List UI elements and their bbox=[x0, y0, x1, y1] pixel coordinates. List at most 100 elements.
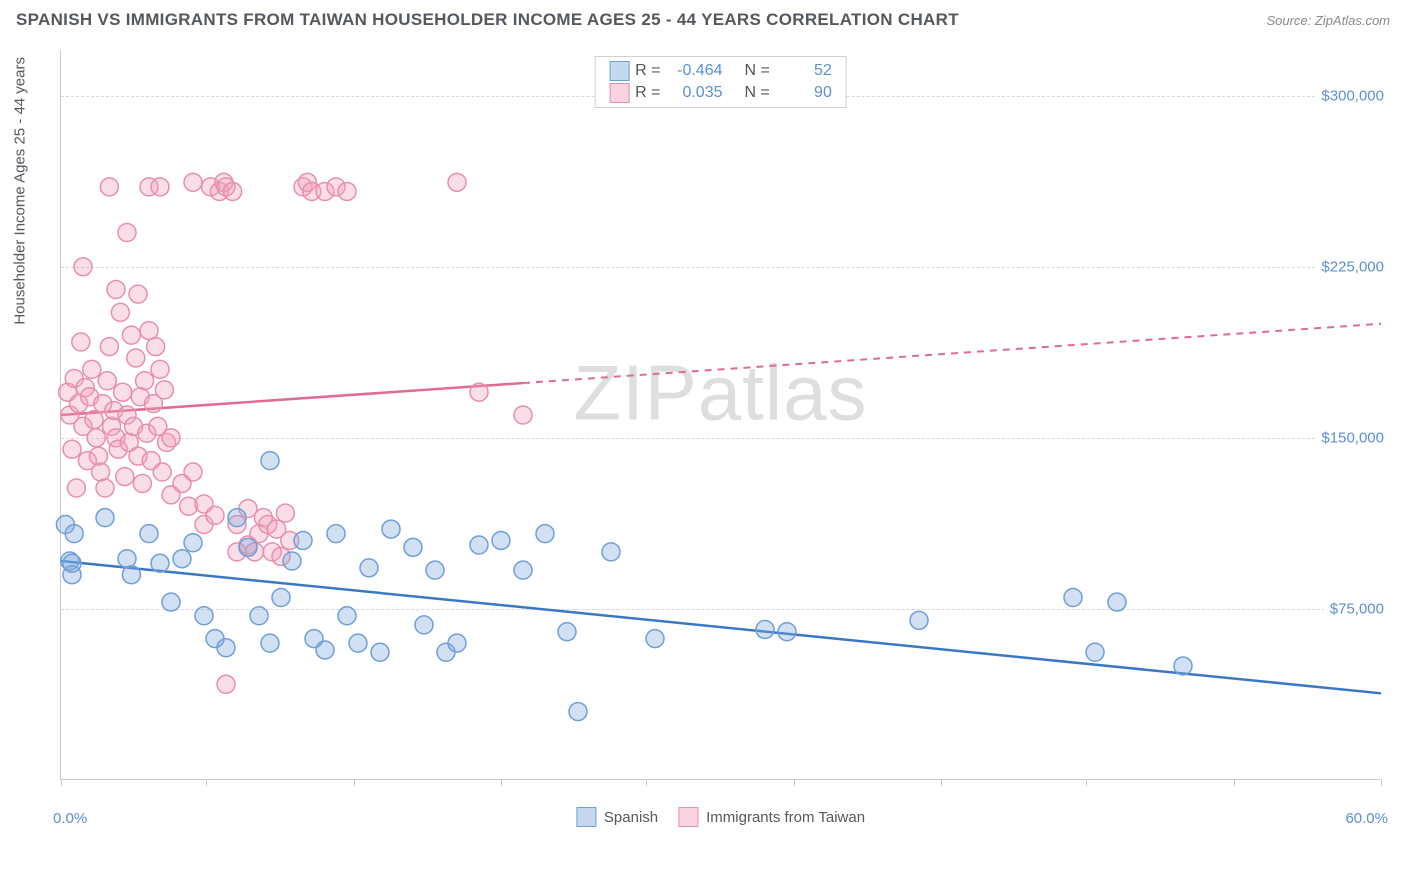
data-point bbox=[1174, 657, 1192, 675]
data-point bbox=[63, 440, 81, 458]
data-point bbox=[74, 258, 92, 276]
data-point bbox=[338, 607, 356, 625]
data-point bbox=[426, 561, 444, 579]
data-point bbox=[100, 178, 118, 196]
x-tick bbox=[1381, 779, 1382, 786]
chart-container: Householder Income Ages 25 - 44 years ZI… bbox=[48, 50, 1388, 850]
data-point bbox=[250, 607, 268, 625]
data-point bbox=[151, 554, 169, 572]
data-point bbox=[514, 561, 532, 579]
data-point bbox=[206, 506, 224, 524]
data-point bbox=[261, 634, 279, 652]
data-point bbox=[360, 559, 378, 577]
x-tick bbox=[941, 779, 942, 786]
y-axis-label: Householder Income Ages 25 - 44 years bbox=[12, 57, 29, 325]
n-label: N = bbox=[745, 62, 770, 80]
data-point bbox=[756, 620, 774, 638]
data-point bbox=[162, 429, 180, 447]
data-point bbox=[492, 531, 510, 549]
r-value-taiwan: 0.035 bbox=[667, 84, 723, 102]
data-point bbox=[100, 338, 118, 356]
n-value-spanish: 52 bbox=[776, 62, 832, 80]
n-label: N = bbox=[745, 84, 770, 102]
legend-stats-row-taiwan: R = 0.035 N = 90 bbox=[609, 82, 832, 104]
data-point bbox=[349, 634, 367, 652]
r-label: R = bbox=[635, 62, 660, 80]
data-point bbox=[116, 468, 134, 486]
r-value-spanish: -0.464 bbox=[667, 62, 723, 80]
data-point bbox=[514, 406, 532, 424]
legend-bottom: Spanish Immigrants from Taiwan bbox=[576, 807, 865, 827]
data-point bbox=[371, 643, 389, 661]
data-point bbox=[228, 509, 246, 527]
x-tick bbox=[206, 779, 207, 786]
data-point bbox=[173, 550, 191, 568]
data-point bbox=[184, 463, 202, 481]
data-point bbox=[448, 634, 466, 652]
data-point bbox=[272, 589, 290, 607]
data-point bbox=[67, 479, 85, 497]
legend-swatch-spanish-icon bbox=[576, 807, 596, 827]
data-point bbox=[162, 593, 180, 611]
data-point bbox=[136, 372, 154, 390]
data-point bbox=[92, 463, 110, 481]
data-point bbox=[63, 554, 81, 572]
data-point bbox=[470, 536, 488, 554]
data-point bbox=[151, 178, 169, 196]
x-tick bbox=[794, 779, 795, 786]
data-point bbox=[415, 616, 433, 634]
data-point bbox=[184, 173, 202, 191]
data-point bbox=[910, 611, 928, 629]
legend-swatch-taiwan bbox=[609, 83, 629, 103]
data-point bbox=[338, 182, 356, 200]
data-point bbox=[118, 224, 136, 242]
data-point bbox=[239, 538, 257, 556]
plot-area: ZIPatlas R = -0.464 N = 52 R = 0.035 N =… bbox=[60, 50, 1380, 780]
data-point bbox=[261, 452, 279, 470]
data-point bbox=[155, 381, 173, 399]
data-point bbox=[83, 360, 101, 378]
legend-stats-row-spanish: R = -0.464 N = 52 bbox=[609, 60, 832, 82]
data-point bbox=[1086, 643, 1104, 661]
legend-label-spanish: Spanish bbox=[604, 809, 658, 826]
data-point bbox=[89, 447, 107, 465]
data-point bbox=[778, 623, 796, 641]
chart-header: SPANISH VS IMMIGRANTS FROM TAIWAN HOUSEH… bbox=[0, 0, 1406, 38]
data-point bbox=[569, 703, 587, 721]
data-point bbox=[646, 630, 664, 648]
data-point bbox=[558, 623, 576, 641]
data-point bbox=[65, 525, 83, 543]
data-point bbox=[133, 474, 151, 492]
data-point bbox=[151, 360, 169, 378]
x-tick bbox=[501, 779, 502, 786]
trend-line-dashed bbox=[523, 324, 1381, 383]
data-point bbox=[316, 641, 334, 659]
data-point bbox=[404, 538, 422, 556]
data-point bbox=[122, 566, 140, 584]
data-point bbox=[72, 333, 90, 351]
data-point bbox=[283, 552, 301, 570]
data-point bbox=[147, 338, 165, 356]
x-tick bbox=[1234, 779, 1235, 786]
data-point bbox=[96, 509, 114, 527]
legend-item-taiwan: Immigrants from Taiwan bbox=[678, 807, 865, 827]
data-point bbox=[122, 326, 140, 344]
data-point bbox=[224, 182, 242, 200]
data-point bbox=[85, 411, 103, 429]
data-point bbox=[96, 479, 114, 497]
data-point bbox=[448, 173, 466, 191]
data-point bbox=[111, 303, 129, 321]
data-point bbox=[217, 675, 235, 693]
data-point bbox=[98, 372, 116, 390]
x-tick bbox=[61, 779, 62, 786]
legend-swatch-taiwan-icon bbox=[678, 807, 698, 827]
x-axis-max: 60.0% bbox=[1345, 810, 1388, 827]
chart-source: Source: ZipAtlas.com bbox=[1266, 13, 1390, 28]
data-point bbox=[536, 525, 554, 543]
data-point bbox=[127, 349, 145, 367]
data-point bbox=[129, 285, 147, 303]
x-tick bbox=[1086, 779, 1087, 786]
data-point bbox=[382, 520, 400, 538]
legend-label-taiwan: Immigrants from Taiwan bbox=[706, 809, 865, 826]
data-point bbox=[195, 607, 213, 625]
